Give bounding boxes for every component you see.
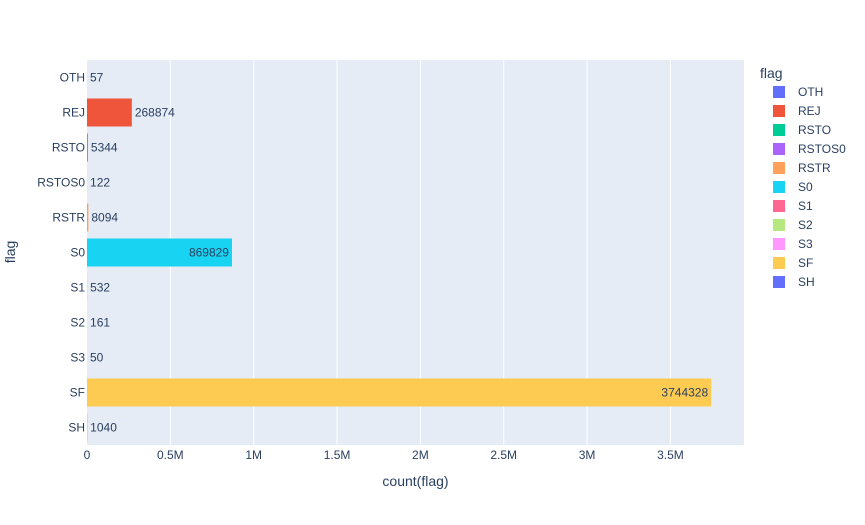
bar-value-label: 5344 <box>91 141 118 155</box>
legend-label: S1 <box>798 199 813 213</box>
legend: flag OTH REJ RSTO RSTOS0 RSTR S0 S1 S2 S3 SF SH <box>760 65 846 289</box>
x-tick-label: 3M <box>579 448 596 462</box>
legend-swatch <box>773 105 785 117</box>
y-tick-label: SH <box>68 421 85 435</box>
y-tick-label: S3 <box>70 351 85 365</box>
legend-item-rstr[interactable]: RSTR <box>773 161 831 175</box>
legend-swatch <box>773 257 785 269</box>
legend-swatch <box>773 181 785 193</box>
y-tick-label: S1 <box>70 281 85 295</box>
y-tick-label: REJ <box>62 106 85 120</box>
legend-label: OTH <box>798 85 823 99</box>
y-tick-label: OTH <box>60 71 85 85</box>
legend-swatch <box>773 86 785 98</box>
bar-value-label: 122 <box>90 176 110 190</box>
y-tick-label: RSTO <box>52 141 85 155</box>
legend-item-rej[interactable]: REJ <box>773 104 821 118</box>
x-tick-label: 1M <box>245 448 262 462</box>
bar-rej <box>87 98 132 127</box>
legend-swatch <box>773 143 785 155</box>
legend-label: RSTO <box>798 123 831 137</box>
bar-rsto <box>87 133 88 162</box>
y-tick-label: SF <box>70 386 85 400</box>
bar-value-label: 532 <box>90 281 110 295</box>
y-tick-label: RSTR <box>52 211 85 225</box>
legend-swatch <box>773 238 785 250</box>
legend-label: SH <box>798 275 815 289</box>
legend-swatch <box>773 276 785 288</box>
bar-s0 <box>87 238 232 267</box>
bar-value-label: 8094 <box>91 211 118 225</box>
legend-swatch <box>773 200 785 212</box>
bar-value-label: 3744328 <box>661 386 708 400</box>
legend-label: S2 <box>798 218 813 232</box>
bar-sf <box>87 378 712 407</box>
legend-label: RSTOS0 <box>798 142 846 156</box>
x-tick-label: 2.5M <box>490 448 517 462</box>
x-tick-label: 0.5M <box>157 448 184 462</box>
x-axis-title: count(flag) <box>382 473 448 489</box>
legend-item-s1[interactable]: S1 <box>773 199 813 213</box>
legend-swatch <box>773 162 785 174</box>
legend-label: S0 <box>798 180 813 194</box>
bar-labels: 57 268874 5344 122 8094 869829 532 161 50 3744328… <box>90 71 708 435</box>
legend-item-s0[interactable]: S0 <box>773 180 813 194</box>
legend-item-sf[interactable]: SF <box>773 256 813 270</box>
y-tick-label: S0 <box>70 246 85 260</box>
bar-value-label: 268874 <box>135 106 175 120</box>
legend-swatch <box>773 124 785 136</box>
legend-item-rstos0[interactable]: RSTOS0 <box>773 142 846 156</box>
x-tick-label: 2M <box>412 448 429 462</box>
y-axis-ticks: OTH REJ RSTO RSTOS0 RSTR S0 S1 S2 S3 SF SH <box>37 71 85 435</box>
legend-label: RSTR <box>798 161 831 175</box>
bar-rstr <box>87 203 89 232</box>
x-axis-ticks: 0 0.5M 1M 1.5M 2M 2.5M 3M 3.5M <box>84 448 684 462</box>
y-axis-title: flag <box>2 241 18 264</box>
bar-value-label: 869829 <box>189 246 229 260</box>
bar-value-label: 161 <box>90 316 110 330</box>
x-tick-label: 3.5M <box>657 448 684 462</box>
bars <box>87 63 712 442</box>
y-tick-label: S2 <box>70 316 85 330</box>
bar-value-label: 50 <box>90 351 104 365</box>
legend-item-oth[interactable]: OTH <box>773 85 823 99</box>
legend-item-sh[interactable]: SH <box>773 275 815 289</box>
legend-label: S3 <box>798 237 813 251</box>
legend-item-s2[interactable]: S2 <box>773 218 813 232</box>
legend-item-rsto[interactable]: RSTO <box>773 123 831 137</box>
legend-label: SF <box>798 256 813 270</box>
y-tick-label: RSTOS0 <box>37 176 85 190</box>
legend-label: REJ <box>798 104 821 118</box>
legend-swatch <box>773 219 785 231</box>
legend-item-s3[interactable]: S3 <box>773 237 813 251</box>
legend-title: flag <box>760 65 783 81</box>
x-tick-label: 0 <box>84 448 91 462</box>
bar-value-label: 1040 <box>90 421 117 435</box>
x-tick-label: 1.5M <box>324 448 351 462</box>
bar-value-label: 57 <box>90 71 104 85</box>
